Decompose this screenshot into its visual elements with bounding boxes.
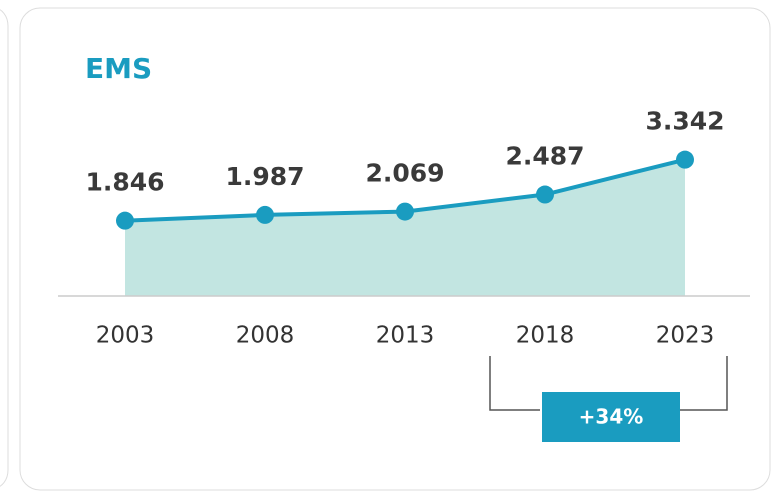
x-tick-label: 2008 bbox=[236, 323, 295, 349]
side-card bbox=[0, 9, 9, 487]
annotation-box bbox=[542, 392, 680, 442]
value-label: 2.487 bbox=[505, 142, 584, 171]
point bbox=[536, 185, 554, 204]
point bbox=[256, 205, 274, 224]
annotation: +34% bbox=[579, 405, 644, 429]
value-label: 1.846 bbox=[85, 168, 164, 197]
x-tick-label: 2018 bbox=[516, 323, 575, 349]
point bbox=[116, 211, 134, 230]
point bbox=[676, 150, 694, 169]
x-tick-label: 2013 bbox=[376, 323, 435, 349]
value-label: 2.069 bbox=[365, 159, 444, 188]
plot: 1.846 2003 1.987 2008 2.069 2013 2.487 2018 3.34… bbox=[58, 107, 750, 349]
area bbox=[125, 159, 685, 296]
bracket bbox=[489, 356, 728, 411]
point bbox=[396, 202, 414, 221]
value-label: 1.987 bbox=[225, 162, 304, 191]
x-tick-label: 2023 bbox=[656, 323, 715, 349]
x-tick-label: 2003 bbox=[96, 323, 155, 349]
value-label: 3.342 bbox=[645, 107, 724, 136]
chart-title: EMS bbox=[85, 52, 152, 85]
